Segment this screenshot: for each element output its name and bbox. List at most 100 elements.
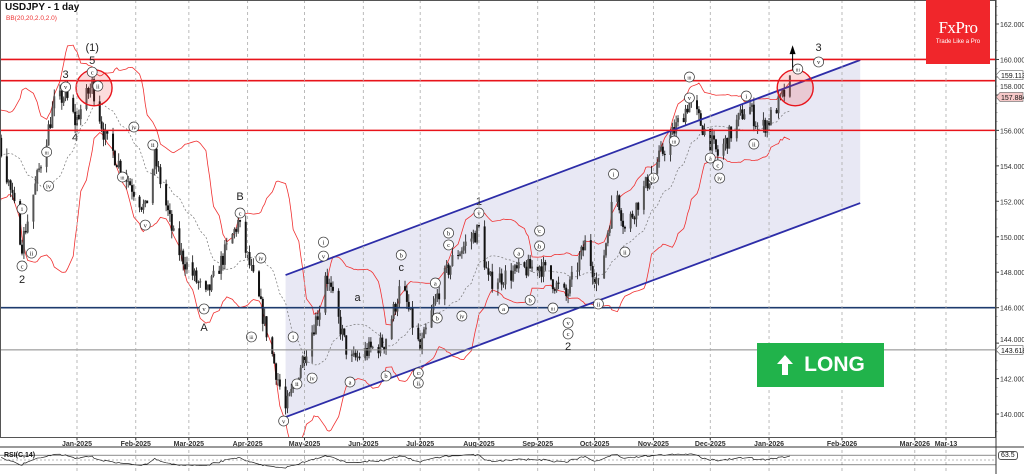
candle (629, 213, 632, 229)
candle (750, 104, 753, 107)
candle (659, 146, 662, 151)
wave-label: c (447, 242, 450, 249)
candle (512, 271, 515, 281)
candle (726, 137, 729, 149)
rsi-value-tag: 63.5 (998, 451, 1018, 460)
candle (752, 104, 755, 127)
candle (510, 270, 513, 281)
candle (542, 262, 545, 277)
candle (354, 352, 357, 358)
wave-label: i (21, 206, 23, 213)
wave-label-circle (395, 249, 407, 261)
candle (155, 148, 158, 167)
candle (570, 271, 573, 280)
wave-label: c (398, 262, 404, 274)
candle (153, 148, 156, 170)
candle (703, 128, 706, 135)
wave-label-circle (456, 310, 468, 322)
candle (271, 337, 274, 354)
candle (568, 279, 571, 294)
candle (9, 180, 12, 190)
wave-label: iii (249, 336, 254, 341)
wave-label: a (349, 379, 352, 386)
candle (485, 267, 488, 269)
candle (595, 279, 598, 284)
candle (483, 226, 486, 268)
x-tick-label: Sep-2025 (522, 441, 553, 448)
wave-label: b (436, 315, 439, 322)
candle (567, 293, 570, 297)
candle (180, 250, 183, 256)
candle (411, 307, 414, 328)
candle (206, 284, 209, 290)
long-signal-button[interactable]: LONG (757, 343, 884, 387)
wave-label-circle (648, 172, 659, 184)
wave-label: 3 (63, 69, 69, 81)
wave-label: a (517, 250, 520, 257)
highlight-circle (776, 69, 814, 107)
wave-label: iv (459, 313, 465, 320)
wave-label-circle (26, 247, 37, 259)
rsi-label: RSI(C,14) (4, 452, 36, 459)
wave-label-circle (318, 236, 329, 248)
y-tick-label: 154.000 (1000, 164, 1024, 171)
candle (728, 126, 731, 149)
wave-label: v (688, 95, 692, 102)
y-tick-label: 156.000 (1000, 128, 1024, 135)
candle (367, 341, 370, 356)
candle (127, 181, 130, 183)
candle (167, 205, 170, 211)
candle (100, 121, 103, 129)
candle (593, 277, 596, 284)
candle (385, 339, 388, 350)
candle (551, 279, 554, 290)
candle (261, 298, 264, 324)
wave-label-circle (684, 92, 695, 104)
candle (618, 195, 621, 211)
x-tick-label: Dec-2025 (695, 441, 726, 448)
candle (491, 271, 494, 289)
candle (661, 146, 664, 154)
candle (314, 316, 317, 335)
wave-label-circle (255, 252, 267, 264)
wave-label: 4 (72, 132, 78, 144)
candle (504, 270, 507, 285)
candle (76, 114, 78, 126)
wave-label: 2 (19, 274, 25, 286)
candle (591, 266, 594, 278)
candle (783, 89, 786, 97)
wave-label: v (282, 418, 286, 425)
candle (743, 114, 746, 120)
wave-label-circle (41, 146, 53, 158)
wave-label-circle (593, 298, 604, 310)
candle (713, 135, 716, 140)
wave-label: v (566, 320, 570, 327)
candle (576, 270, 579, 272)
candle (64, 87, 67, 99)
candle (275, 363, 278, 380)
wave-label-circle (412, 377, 424, 389)
wave-label-circle (513, 247, 525, 259)
candle (445, 264, 448, 269)
wave-label-circle (86, 66, 98, 78)
candle (286, 395, 289, 409)
candle (769, 109, 772, 125)
wave-label: i (613, 171, 615, 178)
y-tick-label: 160.000 (1000, 57, 1024, 64)
indicator-label: BB(20,20,2.0,2.0) (6, 15, 57, 22)
candle (688, 101, 691, 113)
candle (379, 337, 382, 354)
x-tick-label: Jan-2025 (62, 441, 92, 448)
y-tick-label: 146.000 (1000, 306, 1024, 313)
candle (741, 109, 744, 120)
channel-upper-line (285, 59, 861, 276)
candle (711, 135, 714, 151)
candle (356, 356, 359, 358)
candle (604, 243, 607, 256)
wave-label-circle (619, 246, 631, 258)
bollinger-upper (0, 44, 791, 326)
wave-label: iv (46, 183, 52, 190)
candle (464, 241, 467, 246)
candle (305, 356, 308, 364)
